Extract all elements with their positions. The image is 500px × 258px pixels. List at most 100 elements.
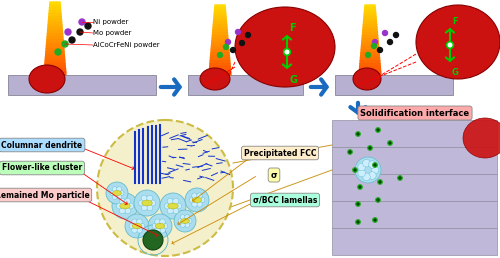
Polygon shape xyxy=(45,60,65,63)
Circle shape xyxy=(353,168,357,172)
Polygon shape xyxy=(209,69,231,72)
Circle shape xyxy=(399,177,401,179)
Circle shape xyxy=(160,193,186,219)
Circle shape xyxy=(378,180,382,184)
Circle shape xyxy=(388,141,392,145)
Polygon shape xyxy=(213,27,227,30)
Polygon shape xyxy=(210,67,231,69)
Circle shape xyxy=(55,49,61,55)
Circle shape xyxy=(356,132,360,136)
Circle shape xyxy=(362,159,370,167)
Polygon shape xyxy=(214,19,226,22)
Polygon shape xyxy=(365,5,375,8)
Circle shape xyxy=(349,151,351,153)
Polygon shape xyxy=(360,55,380,58)
Polygon shape xyxy=(362,41,378,44)
Polygon shape xyxy=(50,5,60,8)
Circle shape xyxy=(368,146,372,150)
Bar xyxy=(8,75,156,95)
Circle shape xyxy=(129,223,135,229)
Circle shape xyxy=(199,197,205,203)
Polygon shape xyxy=(212,41,228,44)
Polygon shape xyxy=(359,69,381,72)
Bar xyxy=(335,75,453,95)
Circle shape xyxy=(358,185,362,189)
Circle shape xyxy=(356,202,360,206)
Polygon shape xyxy=(360,61,380,64)
Ellipse shape xyxy=(29,65,65,93)
Circle shape xyxy=(172,198,179,204)
Bar xyxy=(332,174,497,201)
Circle shape xyxy=(389,142,391,144)
Circle shape xyxy=(85,23,91,29)
Polygon shape xyxy=(48,22,62,25)
Circle shape xyxy=(119,198,126,204)
Polygon shape xyxy=(359,72,381,75)
Text: Flower-like cluster: Flower-like cluster xyxy=(2,164,82,173)
Circle shape xyxy=(357,133,359,135)
Circle shape xyxy=(362,173,370,181)
Ellipse shape xyxy=(235,7,335,87)
Circle shape xyxy=(348,150,352,154)
Polygon shape xyxy=(214,11,226,13)
Text: F: F xyxy=(289,23,296,33)
Circle shape xyxy=(382,30,388,36)
Circle shape xyxy=(377,129,379,131)
Polygon shape xyxy=(211,50,229,53)
Ellipse shape xyxy=(416,5,500,79)
Text: G: G xyxy=(452,68,459,77)
Circle shape xyxy=(366,52,370,58)
Polygon shape xyxy=(44,69,66,72)
Polygon shape xyxy=(210,61,230,64)
Bar xyxy=(188,75,303,95)
Circle shape xyxy=(176,203,182,209)
Circle shape xyxy=(358,169,366,177)
Polygon shape xyxy=(360,67,380,69)
Circle shape xyxy=(180,222,185,227)
Circle shape xyxy=(374,164,376,166)
Circle shape xyxy=(357,221,359,223)
Polygon shape xyxy=(49,11,61,14)
Circle shape xyxy=(167,198,173,204)
Circle shape xyxy=(236,29,240,35)
Polygon shape xyxy=(362,30,378,33)
Polygon shape xyxy=(364,16,376,19)
Circle shape xyxy=(189,197,195,203)
Polygon shape xyxy=(211,47,229,50)
Circle shape xyxy=(119,190,124,196)
Polygon shape xyxy=(362,44,378,47)
Text: Columnar dendrite: Columnar dendrite xyxy=(2,141,82,149)
Bar xyxy=(332,147,497,174)
Bar xyxy=(332,201,497,228)
Polygon shape xyxy=(48,17,62,20)
Polygon shape xyxy=(46,46,64,49)
Circle shape xyxy=(185,188,209,212)
Polygon shape xyxy=(48,20,62,22)
Circle shape xyxy=(164,203,170,209)
Circle shape xyxy=(357,203,359,205)
Polygon shape xyxy=(362,39,378,41)
Circle shape xyxy=(112,193,138,219)
Circle shape xyxy=(77,29,83,35)
Polygon shape xyxy=(214,8,226,11)
Polygon shape xyxy=(49,14,61,17)
Polygon shape xyxy=(212,44,228,47)
Circle shape xyxy=(132,219,137,224)
Circle shape xyxy=(124,198,131,204)
Circle shape xyxy=(150,200,156,206)
Circle shape xyxy=(376,198,380,202)
Circle shape xyxy=(240,41,244,45)
Polygon shape xyxy=(360,64,380,67)
Circle shape xyxy=(110,190,115,196)
Polygon shape xyxy=(215,5,225,8)
Circle shape xyxy=(119,208,126,214)
Circle shape xyxy=(192,193,197,198)
Circle shape xyxy=(376,128,380,132)
Polygon shape xyxy=(210,64,231,67)
Text: Remained Mo particle: Remained Mo particle xyxy=(0,190,90,199)
Circle shape xyxy=(398,176,402,180)
Polygon shape xyxy=(46,43,64,46)
Polygon shape xyxy=(210,53,230,55)
Text: Solidification interface: Solidification interface xyxy=(360,109,470,117)
Ellipse shape xyxy=(463,118,500,158)
